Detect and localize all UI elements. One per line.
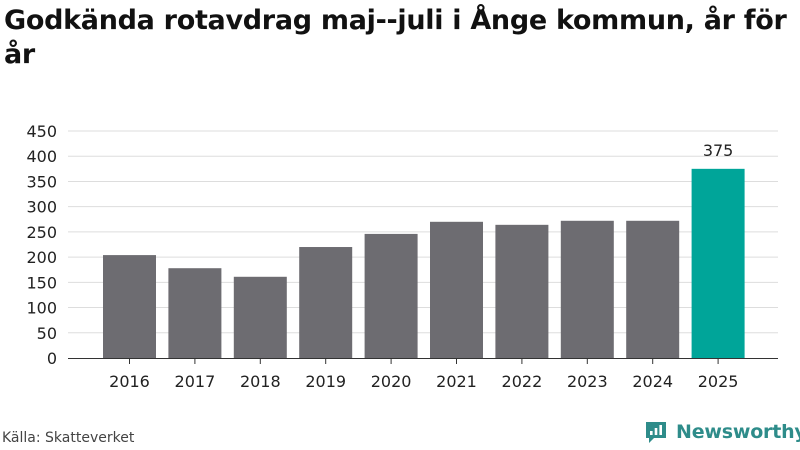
bar	[560, 220, 614, 358]
newsworthy-brand[interactable]: Newsworthy	[644, 420, 800, 444]
x-axis-ticks: 2016 2017 2018 2019 2020 2021 2022 2023 2024 2025	[109, 358, 738, 391]
y-tick-label: 0	[47, 349, 57, 368]
bar	[495, 224, 549, 358]
bars	[103, 168, 745, 358]
y-tick-label: 100	[26, 299, 57, 318]
bar	[430, 221, 483, 358]
x-tick-label: 2024	[632, 372, 673, 391]
bar	[103, 255, 156, 358]
chart-title: Godkända rotavdrag maj--juli i Ånge komm…	[4, 5, 787, 70]
brand-name: Newsworthy	[676, 421, 800, 443]
source-note: Källa: Skatteverket	[2, 430, 135, 446]
y-tick-label: 450	[26, 122, 57, 141]
y-tick-label: 200	[26, 248, 57, 267]
x-tick-label: 2019	[305, 372, 346, 391]
x-tick-label: 2020	[371, 372, 412, 391]
y-tick-label: 400	[26, 147, 57, 166]
x-tick-label: 2023	[567, 372, 608, 391]
y-axis-ticks: 0 50 100 150 200 250 300 350 400 450	[26, 122, 57, 368]
y-tick-label: 50	[37, 324, 57, 343]
x-tick-label: 2017	[175, 372, 216, 391]
y-tick-label: 300	[26, 198, 57, 217]
x-tick-label: 2021	[436, 372, 477, 391]
bar	[691, 168, 745, 358]
newsworthy-logo-icon	[646, 422, 666, 443]
bar	[299, 247, 353, 358]
bar	[168, 268, 222, 358]
y-tick-label: 350	[26, 172, 57, 191]
data-label: 375	[703, 141, 734, 160]
y-tick-label: 150	[26, 273, 57, 292]
bar	[364, 233, 418, 358]
bar	[626, 220, 680, 358]
x-tick-label: 2016	[109, 372, 150, 391]
x-tick-label: 2025	[698, 372, 739, 391]
x-tick-label: 2022	[502, 372, 543, 391]
y-tick-label: 250	[26, 223, 57, 242]
bar	[233, 276, 287, 358]
data-labels: 375	[703, 141, 734, 160]
x-tick-label: 2018	[240, 372, 281, 391]
